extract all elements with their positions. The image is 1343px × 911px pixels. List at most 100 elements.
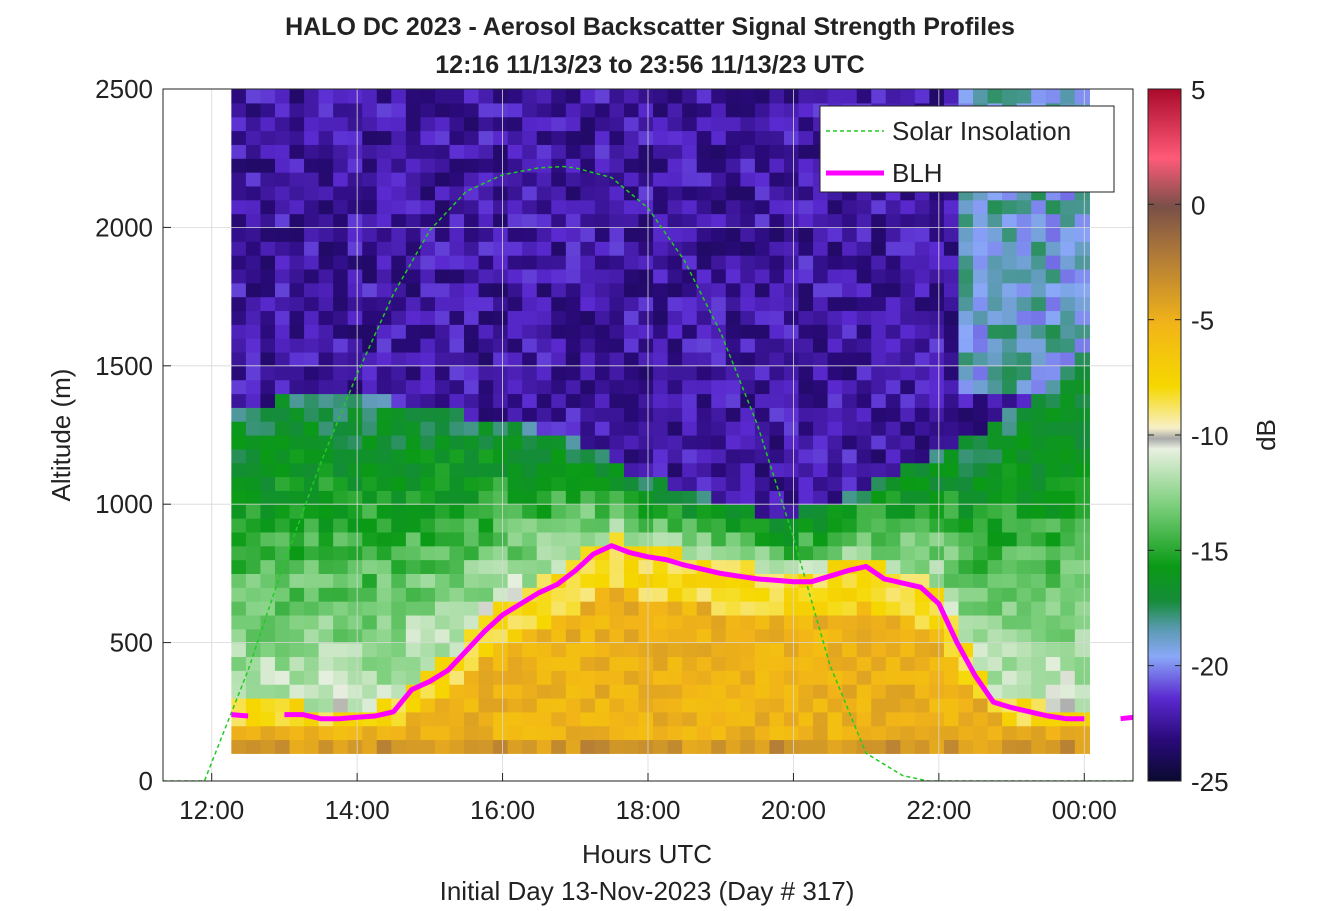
heatmap-cell: [522, 711, 538, 727]
heatmap-cell: [943, 670, 960, 685]
heatmap-cell: [347, 407, 363, 422]
heatmap-cell: [624, 102, 640, 118]
heatmap-cell: [827, 587, 843, 602]
heatmap-cell: [347, 697, 363, 713]
heatmap-cell: [347, 684, 363, 699]
heatmap-cell: [871, 255, 887, 270]
heatmap-cell: [711, 185, 727, 201]
heatmap-cell: [1045, 407, 1061, 422]
heatmap-cell: [856, 614, 872, 630]
heatmap-cell: [1016, 490, 1032, 505]
heatmap-cell: [391, 601, 407, 616]
heatmap-cell: [507, 628, 523, 644]
heatmap-cell: [798, 199, 814, 215]
heatmap-cell: [696, 296, 712, 312]
heatmap-cell: [478, 130, 494, 145]
heatmap-cell: [594, 697, 611, 713]
heatmap-cell: [391, 393, 407, 408]
heatmap-cell: [885, 324, 901, 339]
heatmap-cell: [856, 504, 872, 519]
heatmap-cell: [624, 711, 640, 727]
heatmap-cell: [362, 448, 378, 464]
heatmap-cell: [682, 601, 698, 616]
heatmap-cell: [754, 628, 771, 644]
heatmap-cell: [507, 268, 523, 284]
heatmap-cell: [813, 684, 829, 699]
heatmap-cell: [304, 365, 320, 381]
heatmap-cell: [827, 462, 843, 478]
heatmap-cell: [696, 241, 712, 256]
heatmap-cell: [420, 365, 436, 381]
heatmap-cell: [318, 518, 334, 533]
heatmap-cell: [653, 379, 669, 395]
heatmap-cell: [536, 144, 552, 159]
heatmap-cell: [813, 614, 829, 630]
heatmap-cell: [449, 448, 465, 464]
heatmap-cell: [682, 518, 698, 533]
heatmap-cell: [696, 448, 712, 464]
heatmap-cell: [929, 448, 945, 464]
heatmap-cell: [391, 379, 407, 395]
heatmap-cell: [1031, 476, 1047, 491]
heatmap-cell: [362, 241, 378, 256]
heatmap-cell: [624, 365, 640, 381]
heatmap-cell: [1074, 476, 1090, 491]
heatmap-cell: [376, 116, 392, 132]
heatmap-cell: [289, 628, 305, 644]
heatmap-cell: [551, 379, 567, 395]
heatmap-cell: [987, 711, 1003, 727]
heatmap-cell: [609, 670, 625, 685]
heatmap-cell: [580, 351, 596, 367]
heatmap-cell: [580, 407, 596, 422]
y-tick-label: 500: [110, 628, 153, 658]
heatmap-cell: [769, 711, 785, 727]
heatmap-cell: [478, 421, 494, 436]
heatmap-cell: [464, 393, 480, 408]
heatmap-cell: [929, 227, 945, 242]
heatmap-cell: [1060, 241, 1076, 256]
heatmap-cell: [405, 185, 421, 201]
heatmap-cell: [565, 642, 581, 658]
heatmap-cell: [580, 614, 596, 630]
heatmap-cell: [507, 614, 523, 630]
heatmap-cell: [871, 448, 887, 464]
heatmap-cell: [1031, 531, 1047, 547]
heatmap-cell: [769, 739, 785, 754]
heatmap-cell: [871, 531, 887, 547]
heatmap-cell: [289, 490, 305, 505]
heatmap-cell: [333, 531, 349, 547]
heatmap-cell: [958, 393, 974, 408]
heatmap-cell: [493, 213, 509, 228]
heatmap-cell: [464, 684, 480, 699]
heatmap-cell: [827, 697, 843, 713]
heatmap-cell: [536, 268, 552, 284]
heatmap-cell: [667, 587, 683, 602]
heatmap-cell: [929, 490, 945, 505]
colorbar-tick-label: -20: [1191, 652, 1229, 682]
heatmap-cell: [274, 739, 291, 754]
heatmap-cell: [594, 448, 611, 464]
heatmap-cell: [1002, 365, 1018, 381]
heatmap-cell: [231, 670, 247, 685]
heatmap-cell: [711, 725, 727, 741]
heatmap-cell: [827, 268, 843, 284]
heatmap-cell: [274, 545, 291, 561]
heatmap-cell: [769, 587, 785, 602]
x-tick-label: 20:00: [761, 795, 826, 825]
heatmap-cell: [245, 116, 262, 132]
heatmap-cell: [304, 213, 320, 228]
heatmap-cell: [391, 144, 407, 159]
heatmap-cell: [813, 628, 829, 644]
heatmap-cell: [478, 296, 494, 312]
heatmap-cell: [391, 158, 407, 173]
heatmap-cell: [638, 421, 654, 436]
heatmap-cell: [813, 697, 829, 713]
heatmap-cell: [798, 351, 814, 367]
heatmap-cell: [900, 241, 916, 256]
heatmap-cell: [798, 711, 814, 727]
heatmap-cell: [420, 172, 436, 187]
heatmap-cell: [304, 559, 320, 574]
heatmap-cell: [943, 393, 960, 408]
heatmap-cell: [1016, 407, 1032, 422]
heatmap-cell: [900, 490, 916, 505]
